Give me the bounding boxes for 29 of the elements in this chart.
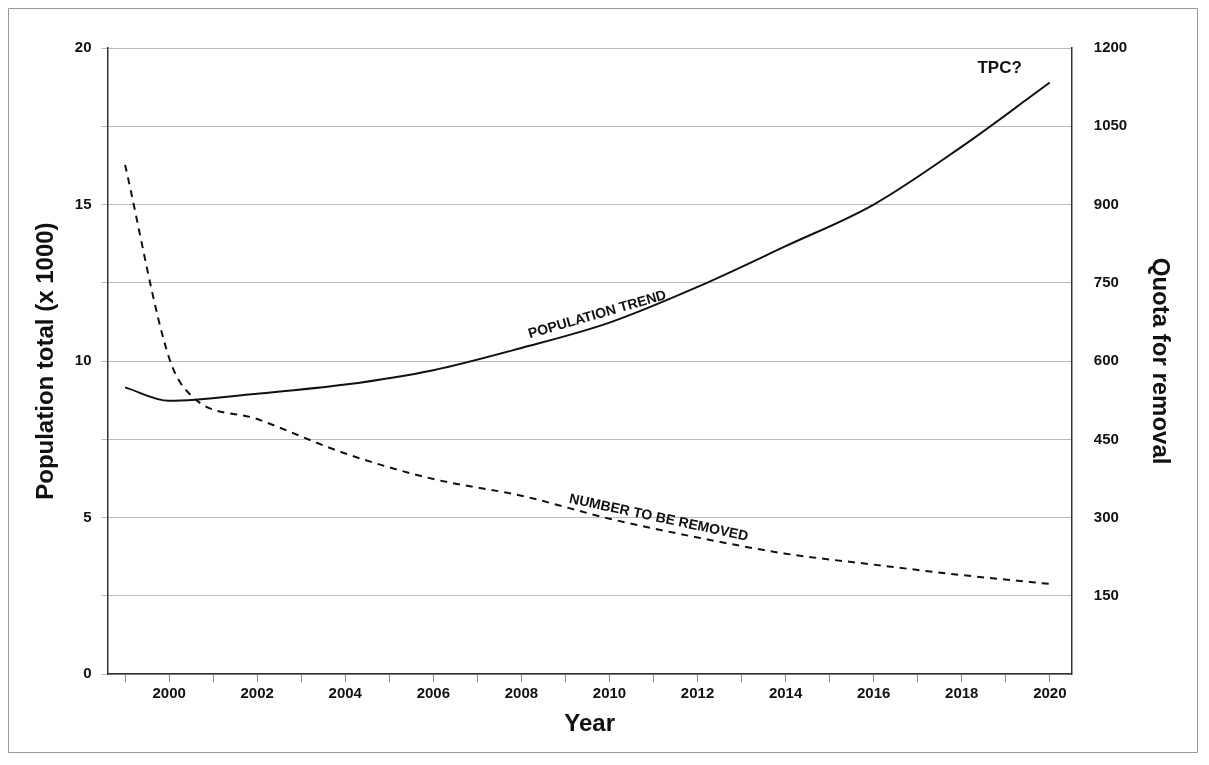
y2-tick-label: 150 bbox=[1093, 586, 1119, 604]
y2-tick-label: 300 bbox=[1093, 507, 1119, 525]
x-tick-label: 2002 bbox=[240, 684, 274, 702]
x-axis-title: Year bbox=[564, 709, 616, 737]
y-tick-label: 15 bbox=[74, 194, 92, 212]
y2-tick-label: 600 bbox=[1093, 351, 1119, 369]
text: NUMBER TO BE REMOVED bbox=[567, 490, 750, 544]
x-tick-label: 2018 bbox=[945, 684, 979, 702]
x-tick-label: 2014 bbox=[768, 684, 803, 702]
y2-tick-label: 1050 bbox=[1093, 116, 1128, 134]
y-tick-label: 20 bbox=[74, 38, 92, 56]
y-tick-label: 10 bbox=[74, 351, 92, 369]
x-tick-label: 2008 bbox=[504, 684, 539, 702]
y-tick-label: 0 bbox=[83, 664, 92, 682]
x-tick-label: 2004 bbox=[328, 684, 363, 702]
y2-tick-label: 750 bbox=[1093, 272, 1119, 290]
annotation: TPC? bbox=[977, 57, 1022, 77]
x-tick-label: 2000 bbox=[152, 684, 186, 702]
y-tick-label: 5 bbox=[83, 507, 92, 525]
x-tick-label: 2010 bbox=[592, 684, 627, 702]
y-axis-title: Population total (x 1000) bbox=[31, 222, 59, 500]
x-tick-label: 2012 bbox=[680, 684, 715, 702]
x-tick-label: 2006 bbox=[416, 684, 451, 702]
y2-tick-label: 900 bbox=[1093, 194, 1119, 212]
y2-tick-label: 450 bbox=[1093, 429, 1119, 447]
x-tick-label: 2016 bbox=[856, 684, 891, 702]
y2-axis-title: Quota for removal bbox=[1147, 257, 1175, 465]
x-tick-label: 2020 bbox=[1033, 684, 1067, 702]
y2-tick-label: 1200 bbox=[1093, 38, 1128, 56]
